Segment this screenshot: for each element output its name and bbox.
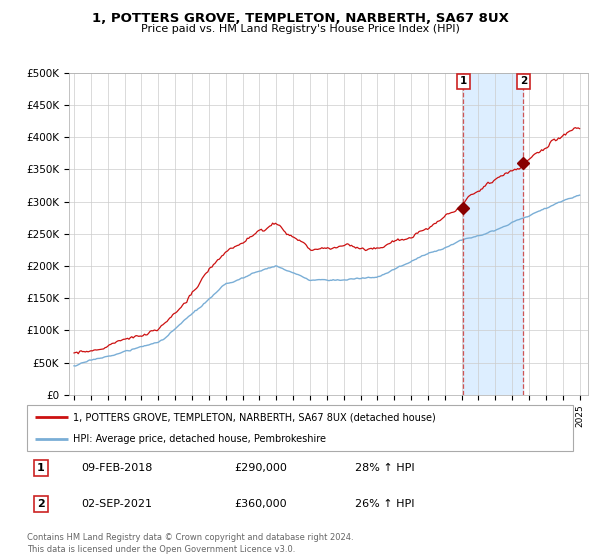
Text: 2: 2 (520, 76, 527, 86)
Text: £360,000: £360,000 (235, 499, 287, 509)
Text: 1: 1 (37, 463, 44, 473)
Text: 2: 2 (37, 499, 44, 509)
Text: 09-FEB-2018: 09-FEB-2018 (82, 463, 153, 473)
Text: 1, POTTERS GROVE, TEMPLETON, NARBERTH, SA67 8UX (detached house): 1, POTTERS GROVE, TEMPLETON, NARBERTH, S… (73, 412, 436, 422)
Text: Contains HM Land Registry data © Crown copyright and database right 2024.
This d: Contains HM Land Registry data © Crown c… (27, 533, 353, 554)
Text: Price paid vs. HM Land Registry's House Price Index (HPI): Price paid vs. HM Land Registry's House … (140, 24, 460, 34)
Text: £290,000: £290,000 (235, 463, 287, 473)
Text: 1, POTTERS GROVE, TEMPLETON, NARBERTH, SA67 8UX: 1, POTTERS GROVE, TEMPLETON, NARBERTH, S… (92, 12, 508, 25)
Text: 28% ↑ HPI: 28% ↑ HPI (355, 463, 414, 473)
FancyBboxPatch shape (27, 405, 573, 451)
Text: 26% ↑ HPI: 26% ↑ HPI (355, 499, 414, 509)
Text: HPI: Average price, detached house, Pembrokeshire: HPI: Average price, detached house, Pemb… (73, 435, 326, 444)
Text: 1: 1 (460, 76, 467, 86)
Bar (463, 73, 523, 395)
Text: 02-SEP-2021: 02-SEP-2021 (82, 499, 152, 509)
